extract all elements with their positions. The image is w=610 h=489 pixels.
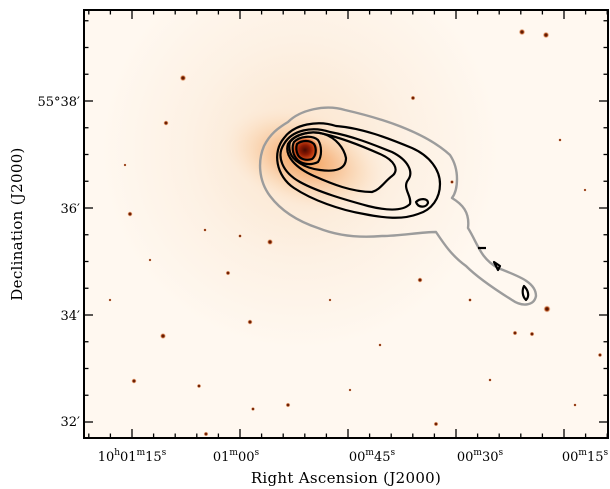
ra-tick-label: 00m15s xyxy=(562,448,609,465)
star xyxy=(512,330,518,336)
star xyxy=(433,421,439,427)
x-axis-title: Right Ascension (J2000) xyxy=(251,469,441,487)
radio-contours xyxy=(258,106,538,306)
star xyxy=(108,298,112,302)
star xyxy=(131,378,137,384)
star xyxy=(410,95,416,101)
star xyxy=(543,305,551,313)
optical-image xyxy=(84,10,608,438)
star xyxy=(583,188,587,192)
contour-tail-wedge xyxy=(492,260,502,272)
star xyxy=(450,180,454,184)
star xyxy=(285,402,291,408)
star xyxy=(558,138,562,142)
ra-tick-labels: 10h01m15s 01m00s 00m45s 00m30s 00m15s xyxy=(98,448,609,465)
star xyxy=(488,378,492,382)
contour-level-6 xyxy=(295,139,317,161)
ra-tick-label: 00m45s xyxy=(349,448,396,465)
contour-level-4 xyxy=(288,131,348,172)
star xyxy=(573,403,577,407)
contour-level-1 xyxy=(276,122,442,219)
ra-tick-label: 01m00s xyxy=(213,448,260,465)
star xyxy=(542,31,550,39)
star xyxy=(597,352,603,358)
star xyxy=(225,270,231,276)
star xyxy=(163,120,169,126)
star xyxy=(348,388,352,392)
dec-tick-label: 34′ xyxy=(61,309,81,324)
contour-level-5 xyxy=(291,135,323,166)
star xyxy=(518,28,526,36)
star xyxy=(127,211,133,217)
star xyxy=(196,383,202,389)
dec-tick-labels: 55°38′ 36′ 34′ 32′ xyxy=(37,95,80,430)
star xyxy=(123,163,127,167)
contour-blob-small xyxy=(414,198,430,208)
plot-frame xyxy=(83,9,609,439)
star xyxy=(238,234,242,238)
star xyxy=(247,319,253,325)
star xyxy=(328,298,332,302)
star xyxy=(203,228,207,232)
contour-level-2 xyxy=(279,128,412,211)
star xyxy=(267,239,273,245)
y-axis-title: Declination (J2000) xyxy=(8,147,26,300)
background-stars xyxy=(108,28,603,437)
dec-tick-label: 36′ xyxy=(61,202,81,217)
star xyxy=(468,298,472,302)
outer-contour xyxy=(258,106,538,306)
star xyxy=(417,277,423,283)
star xyxy=(251,407,255,411)
ra-tick-label: 10h01m15s xyxy=(98,448,167,465)
dec-tick-label: 32′ xyxy=(61,415,81,430)
dec-tick-label: 55°38′ xyxy=(37,95,80,110)
star xyxy=(148,258,152,262)
star xyxy=(203,431,209,437)
contour-tail-knot xyxy=(521,284,530,302)
star xyxy=(160,333,166,339)
star xyxy=(179,74,187,82)
ra-tick-label: 00m30s xyxy=(457,448,504,465)
star xyxy=(378,343,382,347)
star xyxy=(529,331,535,337)
